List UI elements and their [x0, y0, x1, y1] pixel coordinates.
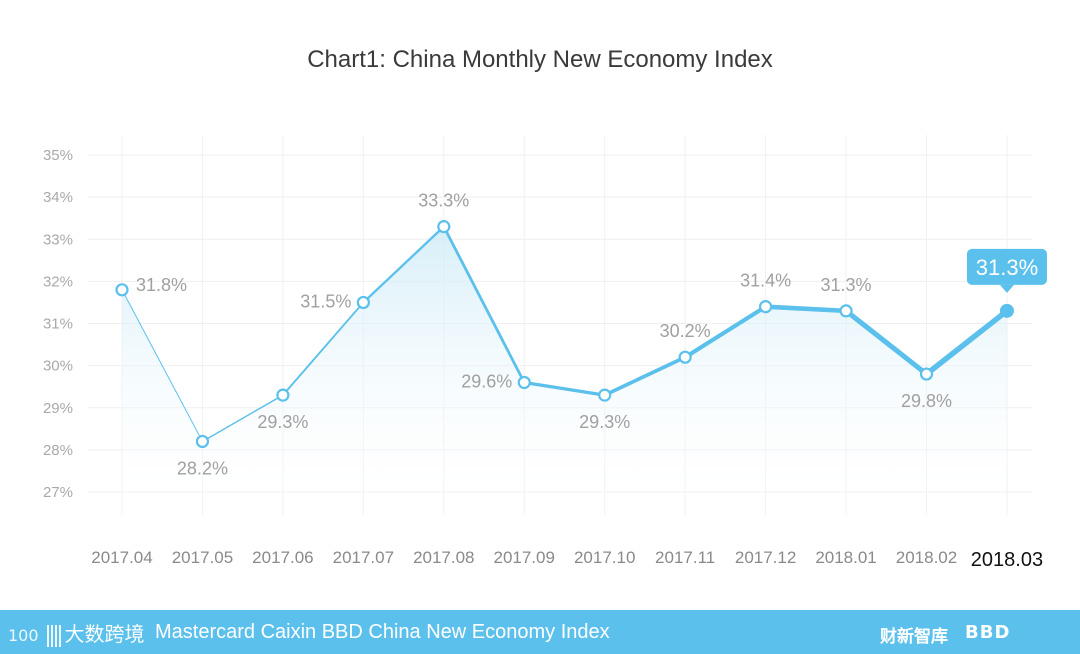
line-segment [442, 225, 526, 384]
bbd-logo: BBD [965, 622, 1011, 643]
data-point [517, 375, 531, 390]
data-point [276, 388, 290, 402]
series-line [121, 225, 1010, 443]
x-tick-label: 2017.10 [574, 548, 635, 567]
y-tick-label: 32% [43, 273, 73, 290]
footer-bar: 100 大数跨境 Mastercard Caixin BBD China New … [0, 610, 1080, 654]
data-point [195, 434, 210, 449]
data-label: 29.3% [579, 412, 630, 432]
x-tick-label: 2017.08 [413, 548, 474, 567]
data-point [678, 350, 692, 364]
y-tick-label: 28% [43, 442, 73, 459]
x-tick-label: 2017.12 [735, 548, 796, 567]
line-segment [281, 301, 365, 397]
x-tick-label: 2017.07 [333, 548, 394, 567]
y-tick-label: 29% [43, 400, 73, 417]
data-point [839, 304, 853, 318]
x-tick-label: 2017.09 [494, 548, 555, 567]
callout-label: 31.3% [976, 255, 1038, 280]
line-chart: Chart1: China Monthly New Economy Index … [43, 46, 1047, 571]
data-label: 33.3% [418, 191, 469, 211]
x-tick-label: 2018.02 [896, 548, 957, 567]
data-label: 31.4% [740, 271, 791, 291]
area-fill [122, 226, 1007, 493]
data-point [999, 303, 1014, 318]
y-tick-label: 34% [43, 189, 73, 206]
data-point [356, 295, 370, 310]
data-label: 30.2% [660, 321, 711, 341]
area-path [122, 226, 1007, 493]
y-tick-label: 27% [43, 484, 73, 501]
x-tick-label: 2017.06 [252, 548, 313, 567]
logo-prefix: 100 [8, 626, 39, 645]
line-segment [522, 380, 607, 397]
data-labels: 31.8% 28.2% 29.3% 31.5% 33.3% 29.6% 29.3% 30.2%… [136, 191, 1047, 478]
data-point [437, 220, 451, 234]
caixin-insight-logo: 财新智库 [880, 627, 948, 647]
data-points [115, 220, 1014, 449]
y-axis: 27% 28% 29% 30% 31% 32% 33% 34% 35% [43, 147, 73, 501]
footer-title: Mastercard Caixin BBD China New Economy … [155, 621, 610, 643]
data-label: 31.3% [821, 275, 872, 295]
line-segment [683, 304, 768, 360]
line-segment [201, 394, 284, 443]
x-axis: 2017.04 2017.05 2017.06 2017.07 2017.08 2017.… [91, 548, 1043, 571]
callout-box [966, 248, 1047, 285]
callout-pointer [999, 284, 1014, 293]
y-tick-label: 30% [43, 358, 73, 375]
data-label: 28.2% [177, 458, 228, 478]
line-segment [923, 308, 1010, 377]
line-segment [362, 225, 445, 304]
line-segment [121, 289, 203, 442]
data-point [919, 367, 934, 381]
logo-text: 大数跨境 [64, 622, 145, 646]
data-point [115, 283, 129, 297]
x-tick-label: 2017.11 [655, 548, 715, 567]
x-tick-label: 2018.01 [815, 548, 876, 567]
line-segment [602, 355, 688, 397]
data-label: 31.8% [136, 275, 187, 295]
data-label: 31.5% [300, 291, 351, 311]
y-tick-label: 31% [43, 316, 73, 333]
chart-title: Chart1: China Monthly New Economy Index [307, 46, 773, 73]
x-tick-label: 2018.03 [971, 549, 1043, 571]
data-label: 29.8% [901, 391, 952, 411]
y-tick-label: 33% [43, 231, 73, 248]
data-point [758, 300, 773, 314]
line-segment [843, 308, 930, 377]
data-label: 29.6% [461, 371, 512, 391]
data-label: 29.3% [257, 412, 308, 432]
logo-grid-icon [46, 624, 61, 647]
x-tick-label: 2017.04 [91, 548, 152, 567]
y-tick-label: 35% [43, 147, 73, 164]
dashujujing-logo: 100 大数跨境 [8, 618, 145, 647]
x-tick-label: 2017.05 [172, 548, 233, 567]
data-point [598, 388, 612, 402]
line-segment [763, 304, 849, 314]
